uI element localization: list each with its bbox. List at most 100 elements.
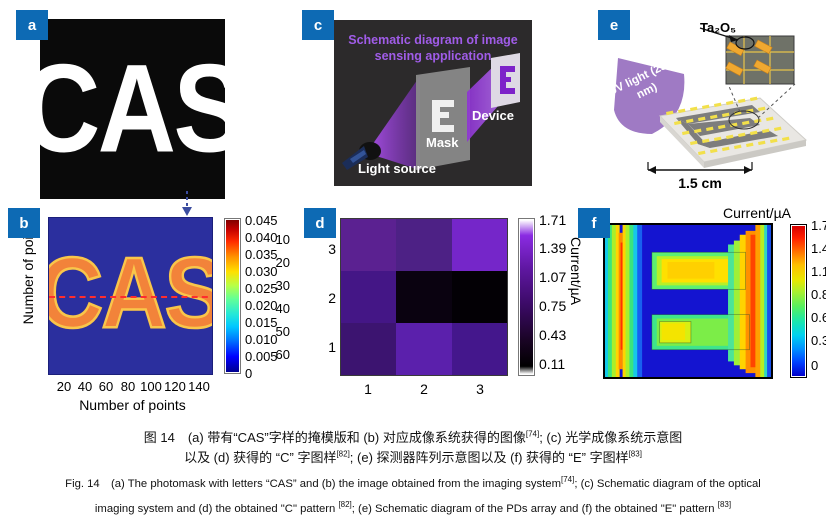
d-cell-r3c1: [341, 219, 397, 271]
panel-label-b: b: [8, 208, 40, 238]
b-ytick-10: 10: [275, 232, 290, 247]
b-axis-label-x: Number of points: [79, 397, 186, 413]
d-cell-r3c2: [396, 219, 452, 271]
b-ytick-20: 20: [275, 255, 290, 270]
panel-b-cas-heatmap: CAS 10 20 30 40 50 60 20 40 60 80 100 12…: [0, 205, 290, 420]
b-cbar-tick-0020: 0.020: [245, 298, 278, 313]
f-heatmap-image: [605, 225, 771, 377]
d-ytick-3: 3: [328, 241, 336, 257]
panel-label-c: c: [302, 10, 334, 40]
c-label-mask: Mask: [426, 135, 459, 150]
c-title: Schematic diagram of image sensing appli…: [348, 33, 518, 63]
f-colorbar-title: Current/µA: [723, 205, 791, 221]
f-cbar-tick-0: 0: [811, 358, 819, 373]
b-cbar-tick-0015: 0.015: [245, 315, 278, 330]
caption-en-line2: imaging system and (d) the obtained "C" …: [12, 499, 814, 518]
d-cbar-tick-171: 1.71: [539, 212, 567, 228]
d-cbar-tick-043: 0.43: [539, 327, 567, 343]
d-cbar-tick-011: 0.11: [539, 356, 566, 372]
b-xtick-20: 20: [56, 379, 72, 394]
b-xtick-80: 80: [120, 379, 136, 394]
b-cbar-tick-0040: 0.040: [245, 230, 278, 245]
f-cbar-tick-03: 0.3: [811, 333, 826, 348]
caption-cn-2a: 以及 (d) 获得的 “C” 字图样: [184, 450, 337, 466]
e-label-ta2o5: Ta₂O₅: [700, 20, 737, 35]
d-cell-r2c2: [396, 271, 452, 323]
caption-en-2a: imaging system and (d) the obtained "C" …: [94, 502, 339, 515]
d-heatmap-grid: [340, 218, 508, 376]
b-ytick-30: 30: [275, 278, 290, 293]
f-cbar-tick-14: 1.4: [811, 241, 826, 256]
panel-label-d: d: [304, 208, 336, 238]
b-xtick-140: 140: [188, 379, 210, 394]
f-cbar-tick-17: 1.7: [811, 218, 826, 233]
figure-caption: 图 14 (a) 带有“CAS”字样的掩模版和 (b) 对应成像系统获得的图像[…: [0, 428, 826, 518]
caption-en-1a: Fig. 14 (a) The photomask with letters “…: [65, 478, 561, 491]
caption-en-ref-83: [83]: [717, 499, 732, 509]
caption-en-2b: ; (e) Schematic diagram of the PDs array…: [351, 502, 718, 515]
d-xtick-2: 2: [420, 381, 428, 397]
panel-c-optical-schematic: Schematic diagram of image sensing appli…: [334, 20, 532, 186]
caption-en-ref-74: [74]: [561, 475, 575, 485]
caption-en-1b: ; (c) Schematic diagram of the optical: [574, 478, 761, 491]
d-cell-r2c1: [341, 271, 397, 323]
caption-en-ref-82: [82]: [338, 499, 352, 509]
b-ytick-40: 40: [275, 301, 290, 316]
caption-cn-ref-82: [82]: [336, 449, 350, 459]
panel-f-e-pattern-map: Current/µA: [575, 205, 826, 420]
d-cbar-tick-107: 1.07: [539, 269, 567, 285]
b-cbar-tick-0005: 0.005: [245, 349, 278, 364]
b-xtick-40: 40: [77, 379, 93, 394]
d-colorbar: [518, 218, 535, 376]
f-cbar-tick-11: 1.1: [811, 264, 826, 279]
d-cbar-tick-139: 1.39: [539, 240, 567, 256]
caption-cn-line1: 图 14 (a) 带有“CAS”字样的掩模版和 (b) 对应成像系统获得的图像[…: [12, 428, 814, 448]
caption-cn-line2: 以及 (d) 获得的 “C” 字图样[82]; (e) 探测器阵列示意图以及 (…: [12, 448, 814, 468]
d-cell-r1c2: [396, 323, 452, 375]
f-colorbar-gradient: [792, 226, 805, 376]
d-cell-r1c3: [451, 323, 507, 375]
panel-d-c-pattern-map: 3 2 1 1 2 3 1.71 1.39 1.07 0.75 0.43 0.1…: [300, 205, 584, 420]
b-xtick-120: 120: [164, 379, 186, 394]
b-cbar-tick-0010: 0.010: [245, 332, 278, 347]
c-label-device: Device: [472, 108, 514, 123]
panel-label-a: a: [16, 10, 48, 40]
f-cbar-tick-08: 0.8: [811, 287, 826, 302]
b-heatmap-axes: CAS: [48, 217, 213, 375]
panel-e-pd-array-schematic: Ta₂O₅ UV light (254 nm) 1.5 cm: [592, 12, 826, 204]
caption-cn-ref-83: [83]: [628, 449, 642, 459]
caption-cn-1a: 图 14 (a) 带有“CAS”字样的掩模版和 (b) 对应成像系统获得的图像: [143, 430, 526, 445]
caption-en-line1: Fig. 14 (a) The photomask with letters “…: [12, 474, 814, 493]
d-ytick-1: 1: [328, 339, 336, 355]
b-cbar-tick-0045: 0.045: [245, 213, 278, 228]
d-xtick-3: 3: [476, 381, 484, 397]
b-ytick-60: 60: [275, 347, 290, 362]
caption-cn-ref-74: [74]: [525, 429, 540, 439]
f-cbar-tick-06: 0.6: [811, 310, 826, 325]
b-colorbar-gradient: [226, 220, 239, 372]
e-label-scale: 1.5 cm: [678, 175, 722, 191]
b-cbar-tick-0: 0: [245, 366, 253, 381]
b-linescan-marker: [49, 296, 212, 298]
panel-label-e: e: [598, 10, 630, 40]
b-heatmap-image: CAS: [49, 237, 213, 350]
d-cell-r2c3: [451, 271, 507, 323]
b-cbar-tick-0035: 0.035: [245, 247, 278, 262]
d-ytick-2: 2: [328, 290, 336, 306]
b-xtick-60: 60: [98, 379, 114, 394]
f-colorbar: [790, 224, 807, 378]
e-schematic-graphic: [614, 27, 808, 174]
d-xtick-1: 1: [364, 381, 372, 397]
c-schematic-graphic: [342, 53, 520, 170]
photomask-text: CAS: [40, 39, 225, 179]
b-cbar-tick-0030: 0.030: [245, 264, 278, 279]
d-cell-r3c3: [451, 219, 507, 271]
e-label-uv-light: UV light (254 nm): [606, 57, 675, 102]
down-arrow-icon: [182, 191, 192, 216]
d-cbar-tick-075: 0.75: [539, 298, 567, 314]
c-label-light-source: Light source: [358, 161, 437, 176]
panel-a-photomask: CAS: [40, 19, 225, 199]
caption-cn-2b: ; (e) 探测器阵列示意图以及 (f) 获得的 “E” 字图样: [349, 450, 629, 466]
panel-label-f: f: [578, 208, 610, 238]
